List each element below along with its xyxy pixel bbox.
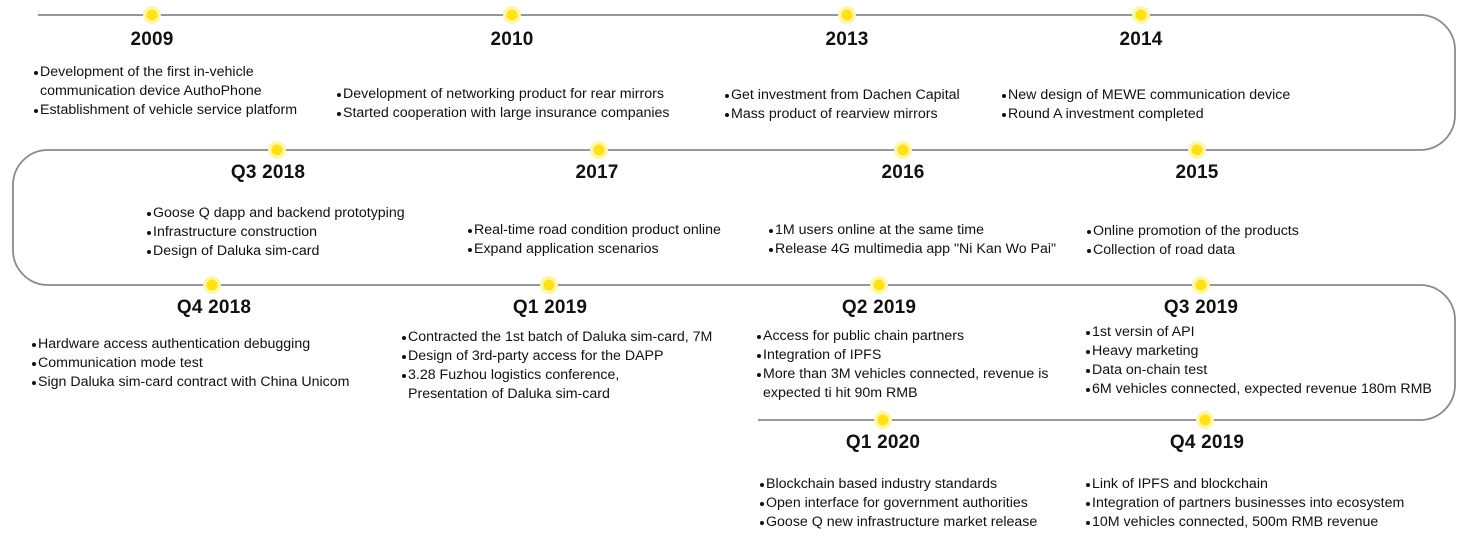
- milestone-dot: [1132, 6, 1150, 24]
- milestone-item: 3.28 Fuzhou logistics conference, Presen…: [402, 366, 633, 404]
- milestone-item: Hardware access authentication debugging: [32, 335, 349, 354]
- milestone-items: Link of IPFS and blockchain Integration o…: [1086, 475, 1404, 532]
- milestone-items: Contracted the 1st batch of Daluka sim-c…: [402, 328, 712, 404]
- milestone-item: New design of MEWE communication device: [1002, 86, 1290, 105]
- milestone-item: Link of IPFS and blockchain: [1086, 475, 1404, 494]
- milestone-dot: [1192, 276, 1210, 294]
- milestone-items: Get investment from Dachen Capital Mass p…: [725, 86, 960, 124]
- milestone-item: Goose Q dapp and backend prototyping: [147, 204, 405, 223]
- milestone-year: Q1 2020: [845, 432, 921, 453]
- milestone-year: 2017: [575, 162, 619, 183]
- milestone-dot: [503, 6, 521, 24]
- milestone-item: Infrastructure construction: [147, 223, 405, 242]
- milestone-year: 2013: [825, 29, 869, 50]
- milestone-item: Mass product of rearview mirrors: [725, 105, 960, 124]
- milestone-dot: [143, 6, 161, 24]
- milestone-item: Expand application scenarios: [468, 240, 721, 259]
- milestone-item: 6M vehicles connected, expected revenue …: [1086, 380, 1432, 399]
- milestone-year: 2016: [881, 162, 925, 183]
- milestone-year: 2015: [1175, 162, 1219, 183]
- milestone-year: 2010: [490, 29, 534, 50]
- milestone-items: Blockchain based industry standards Open …: [760, 475, 1037, 532]
- milestone-item: Started cooperation with large insurance…: [337, 104, 670, 123]
- milestone-dot: [268, 141, 286, 159]
- milestone-item: Establishment of vehicle service platfor…: [34, 101, 297, 120]
- milestone-item: Sign Daluka sim-card contract with China…: [32, 373, 349, 392]
- milestone-item: Development of the first in-vehicle comm…: [34, 63, 290, 101]
- milestone-items: Hardware access authentication debugging…: [32, 335, 349, 392]
- milestone-year: Q3 2018: [230, 162, 306, 183]
- milestone-item: Goose Q new infrastructure market releas…: [760, 513, 1037, 532]
- milestone-item: Integration of partners businesses into …: [1086, 494, 1404, 513]
- milestone-item: Heavy marketing: [1086, 342, 1432, 361]
- milestone-item: Round A investment completed: [1002, 105, 1290, 124]
- milestone-items: Development of networking product for re…: [337, 85, 670, 123]
- milestone-item: Get investment from Dachen Capital: [725, 86, 960, 105]
- milestone-item: Integration of IPFS: [757, 346, 1073, 365]
- milestone-item: Open interface for government authoritie…: [760, 494, 1037, 513]
- milestone-item: 1st versin of API: [1086, 323, 1432, 342]
- milestone-items: Real-time road condition product online E…: [468, 221, 721, 259]
- milestone-item: Real-time road condition product online: [468, 221, 721, 240]
- milestone-items: Development of the first in-vehicle comm…: [34, 63, 297, 120]
- timeline-line: [12, 14, 1456, 421]
- milestone-year: 2014: [1119, 29, 1163, 50]
- milestone-item: Design of Daluka sim-card: [147, 242, 405, 261]
- milestone-item: More than 3M vehicles connected, revenue…: [757, 365, 1073, 403]
- milestone-item: Release 4G multimedia app "Ni Kan Wo Pai…: [769, 240, 1056, 259]
- milestone-dot: [838, 6, 856, 24]
- milestone-item: 10M vehicles connected, 500m RMB revenue: [1086, 513, 1404, 532]
- milestone-dot: [870, 276, 888, 294]
- milestone-item: Design of 3rd-party access for the DAPP: [402, 347, 712, 366]
- milestone-year: Q4 2019: [1169, 432, 1245, 453]
- milestone-items: Access for public chain partners Integrat…: [757, 327, 1073, 403]
- milestone-item: Online promotion of the products: [1087, 222, 1299, 241]
- milestone-year: Q1 2019: [512, 297, 588, 318]
- milestone-items: Online promotion of the products Collecti…: [1087, 222, 1299, 260]
- milestone-dot: [540, 276, 558, 294]
- milestone-year: Q4 2018: [176, 297, 252, 318]
- milestone-item: Development of networking product for re…: [337, 85, 670, 104]
- milestone-item: Blockchain based industry standards: [760, 475, 1037, 494]
- milestone-year: 2009: [130, 29, 174, 50]
- milestone-dot: [590, 141, 608, 159]
- milestone-year: Q2 2019: [841, 297, 917, 318]
- milestone-dot: [203, 276, 221, 294]
- milestone-item: 1M users online at the same time: [769, 221, 1056, 240]
- milestone-items: 1st versin of API Heavy marketing Data on-…: [1086, 323, 1432, 399]
- milestone-dot: [1188, 141, 1206, 159]
- milestone-item: Contracted the 1st batch of Daluka sim-c…: [402, 328, 712, 347]
- milestone-items: Goose Q dapp and backend prototyping Infr…: [147, 204, 405, 261]
- milestone-dot: [894, 141, 912, 159]
- milestone-items: 1M users online at the same time Release …: [769, 221, 1056, 259]
- milestone-dot: [1196, 411, 1214, 429]
- milestone-item: Communication mode test: [32, 354, 349, 373]
- milestone-year: Q3 2019: [1163, 297, 1239, 318]
- milestone-item: Access for public chain partners: [757, 327, 1073, 346]
- milestone-items: New design of MEWE communication device R…: [1002, 86, 1290, 124]
- milestone-item: Data on-chain test: [1086, 361, 1432, 380]
- milestone-dot: [874, 411, 892, 429]
- milestone-item: Collection of road data: [1087, 241, 1299, 260]
